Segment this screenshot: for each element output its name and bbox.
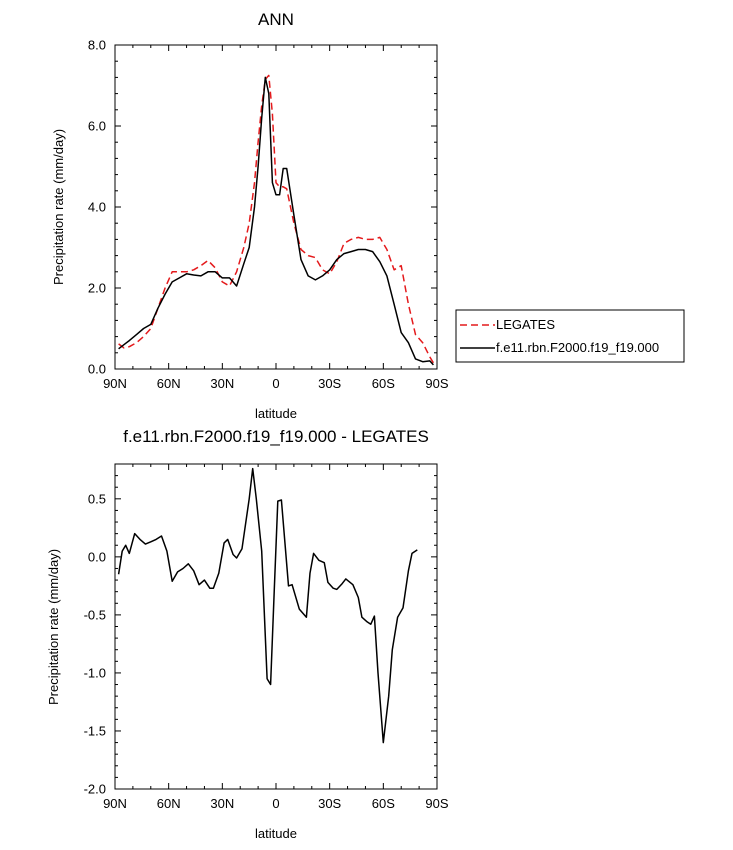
- x-tick-label: 90S: [425, 796, 448, 811]
- y-axis-label: Precipitation rate (mm/day): [51, 129, 66, 285]
- top-panel: ANN 90N 60N 30N 0 30S 60S 90S 0.02.04.06.08.0 …: [51, 10, 685, 421]
- x-tick-label: 90N: [103, 796, 127, 811]
- plot-frame: [114, 44, 438, 370]
- chart-title: f.e11.rbn.F2000.f19_f19.000 - LEGATES: [123, 427, 429, 446]
- legend-label-legates: LEGATES: [496, 317, 555, 332]
- x-tick-label: 0: [272, 796, 279, 811]
- y-tick-label: 2.0: [88, 281, 106, 296]
- legend: LEGATES f.e11.rbn.F2000.f19_f19.000: [455, 309, 685, 363]
- x-tick-label: 30N: [210, 376, 234, 391]
- chart-title: ANN: [258, 10, 294, 29]
- x-tick-label: 60S: [372, 796, 395, 811]
- y-axis-ticks: -2.0 -1.5 -1.0 -0.5 0.0 0.5: [84, 463, 437, 797]
- y-axis-label: Precipitation rate (mm/day): [46, 549, 61, 705]
- plot-frame: [114, 463, 438, 790]
- legend-label-model: f.e11.rbn.F2000.f19_f19.000: [496, 340, 659, 355]
- y-axis-ticks: 0.0 2.0 4.0 6.0 8.0: [88, 38, 437, 377]
- y-tick-label: 6.0: [88, 119, 106, 134]
- x-tick-label: 60S: [372, 376, 395, 391]
- x-axis-ticks: 90N 60N 30N 0 30S 60S 90S: [103, 45, 449, 391]
- x-tick-label: 30N: [210, 796, 234, 811]
- series-line-legates: [118, 74, 435, 364]
- series-layer: [118, 74, 435, 366]
- y-tick-label: -1.0: [84, 665, 106, 680]
- bottom-panel: f.e11.rbn.F2000.f19_f19.000 - LEGATES 90…: [46, 427, 449, 841]
- y-tick-label: 8.0: [88, 38, 106, 53]
- x-axis-label: latitude: [255, 406, 297, 421]
- x-tick-label: 60N: [157, 376, 181, 391]
- x-tick-label: 90S: [425, 376, 448, 391]
- x-tick-label: 90N: [103, 376, 127, 391]
- x-axis-label: latitude: [255, 826, 297, 841]
- y-tick-label: -2.0: [84, 782, 106, 797]
- y-tick-label: 0.0: [88, 549, 106, 564]
- x-tick-label: 30S: [318, 376, 341, 391]
- y-tick-label: -1.5: [84, 723, 106, 738]
- y-tick-label: 0.5: [88, 491, 106, 506]
- y-tick-label: -0.5: [84, 607, 106, 622]
- x-tick-label: 0: [272, 376, 279, 391]
- legend-box: [455, 309, 685, 363]
- y-tick-label: 4.0: [88, 200, 106, 215]
- x-tick-label: 60N: [157, 796, 181, 811]
- x-tick-label: 30S: [318, 796, 341, 811]
- series-layer: [117, 467, 418, 744]
- series-line-model: [118, 76, 434, 366]
- y-tick-label: 0.0: [88, 362, 106, 377]
- x-axis-ticks: 90N 60N 30N 0 30S 60S 90S: [103, 464, 449, 811]
- difference-line: [117, 467, 418, 744]
